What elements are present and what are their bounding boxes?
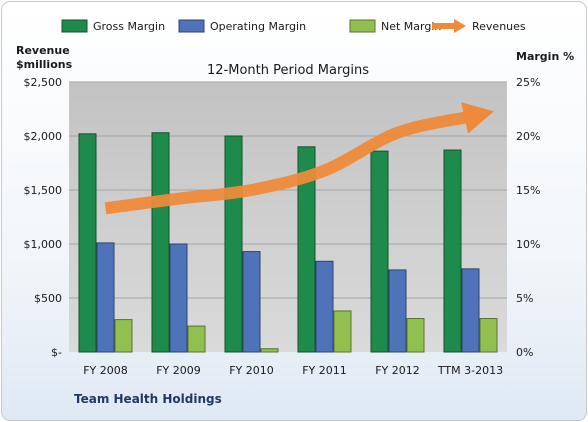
category-label: TTM 3-2013 (437, 364, 503, 377)
category-label: FY 2012 (375, 364, 420, 377)
legend-swatch-gross-margin (61, 19, 88, 33)
category-label: FY 2008 (83, 364, 128, 377)
right-axis-ticks: 0% 5% 10% 15% 20% 25% (516, 76, 540, 359)
category-label: FY 2010 (229, 364, 274, 377)
bar-operating-margin (388, 269, 407, 353)
category-labels: FY 2008 FY 2009 FY 2010 FY 2011 FY 2012 TTM 3… (83, 364, 503, 377)
left-tick-label: $2,000 (24, 130, 63, 143)
bar-gross-margin (297, 146, 316, 353)
legend-swatch-operating-margin (178, 19, 205, 33)
bar-gross-margin (78, 133, 97, 353)
legend: Gross Margin Operating Margin Net Margin Re… (61, 19, 526, 33)
bar-gross-margin (370, 150, 389, 353)
bar-gross-margin (151, 132, 170, 353)
bar-operating-margin (96, 242, 115, 353)
bar-net-margin (114, 319, 133, 353)
right-tick-label: 10% (516, 238, 540, 251)
left-tick-label: $500 (34, 292, 62, 305)
bar-operating-margin (169, 243, 188, 353)
gridlines (69, 81, 507, 299)
right-tick-label: 5% (516, 292, 533, 305)
category-label: FY 2009 (156, 364, 201, 377)
right-tick-label: 0% (516, 346, 533, 359)
left-axis-title-line1: Revenue (16, 44, 70, 57)
legend-label: Operating Margin (210, 20, 306, 33)
bar-operating-margin (461, 268, 480, 353)
revenues-line (104, 110, 472, 215)
company-name: Team Health Holdings (74, 392, 222, 406)
legend-swatch-net-margin (349, 19, 376, 33)
legend-arrowhead-revenues (454, 19, 466, 33)
left-axis-ticks: $- $500 $1,000 $1,500 $2,000 $2,500 (24, 76, 63, 359)
bar-net-margin (187, 325, 206, 353)
right-tick-label: 20% (516, 130, 540, 143)
legend-label: Gross Margin (93, 20, 165, 33)
bar-net-margin (260, 348, 279, 353)
left-tick-label: $1,000 (24, 238, 63, 251)
revenue-series (104, 102, 494, 215)
left-axis-title-line2: $millions (16, 58, 73, 71)
bar-net-margin (479, 318, 498, 353)
bar-operating-margin (242, 251, 261, 353)
legend-label: Revenues (472, 20, 526, 33)
left-tick-label: $2,500 (24, 76, 63, 89)
right-axis-title: Margin % (516, 50, 574, 63)
right-tick-label: 15% (516, 184, 540, 197)
bar-net-margin (333, 310, 352, 353)
left-tick-label: $1,500 (24, 184, 63, 197)
revenues-arrowhead (461, 102, 494, 134)
bar-gross-margin (443, 149, 462, 353)
chart-title: 12-Month Period Margins (207, 63, 369, 78)
right-tick-label: 25% (516, 76, 540, 89)
bar-operating-margin (315, 260, 334, 353)
bar-gross-margin (224, 135, 243, 353)
legend-label: Net Margin (381, 20, 441, 33)
left-tick-label: $- (51, 346, 62, 359)
category-label: FY 2011 (302, 364, 347, 377)
bar-net-margin (406, 318, 425, 353)
